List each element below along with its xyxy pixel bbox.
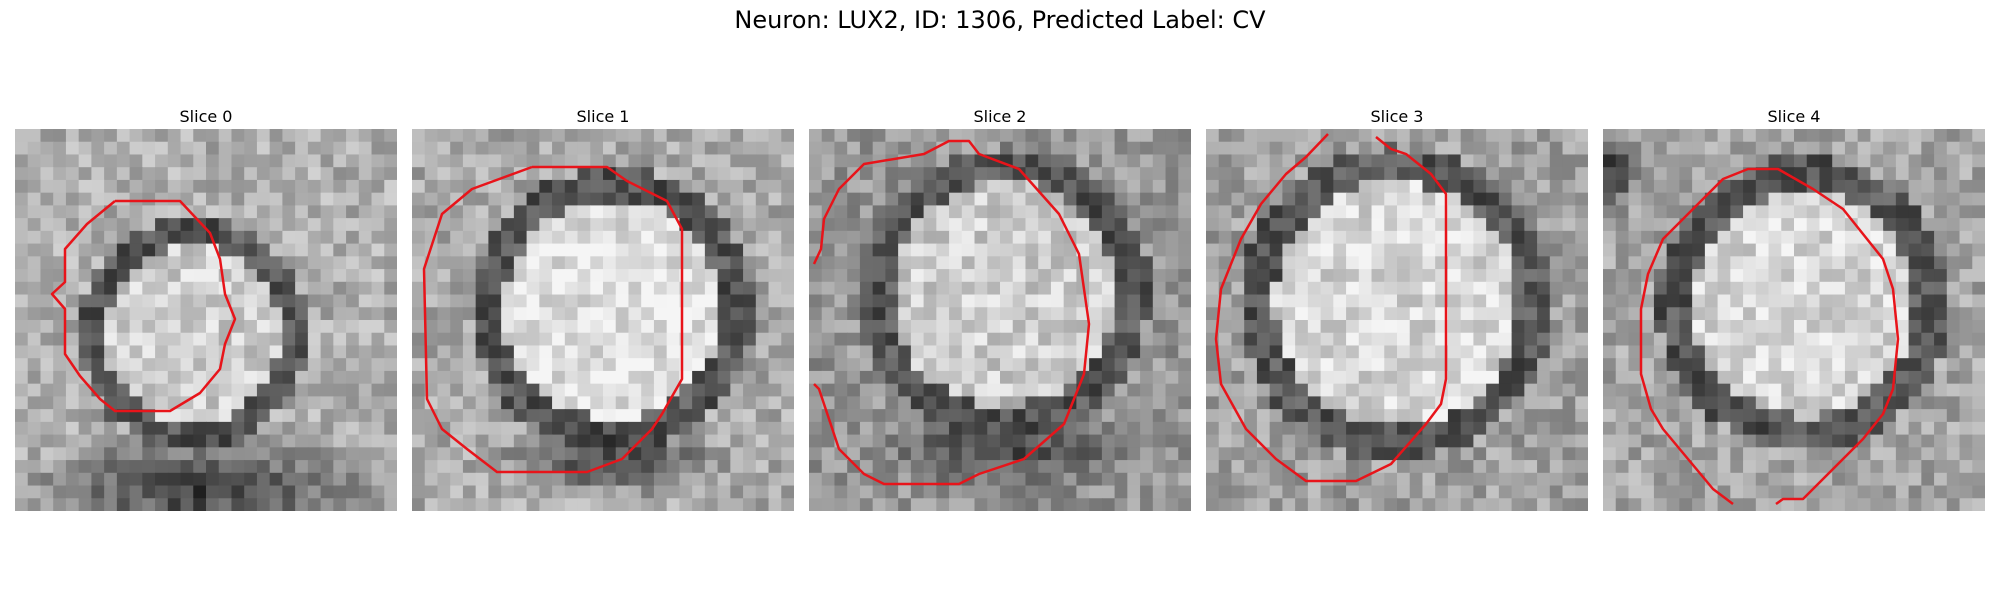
slice-image-1 [412,129,794,511]
slice-title-1: Slice 1 [576,107,630,126]
slice-panel-4: Slice 4 [1603,105,1985,511]
figure-title: Neuron: LUX2, ID: 1306, Predicted Label:… [734,6,1266,34]
slice-pixels-0 [15,129,397,511]
slice-pixels-1 [412,129,794,511]
slice-image-4 [1603,129,1985,511]
slice-image-0 [15,129,397,511]
contour-outline-2 [812,139,1091,486]
slice-title-2: Slice 2 [973,107,1027,126]
slice-image-3 [1206,129,1588,511]
contour-outline-4 [1639,167,1900,506]
slice-panel-1: Slice 1 [412,105,794,511]
slice-title-3: Slice 3 [1370,107,1424,126]
slice-panel-2: Slice 2 [809,105,1191,511]
slice-panel-0: Slice 0 [15,105,397,511]
slice-panel-3: Slice 3 [1206,105,1588,511]
slice-title-0: Slice 0 [179,107,233,126]
contour-outline-0 [50,199,237,413]
slice-pixels-3 [1206,129,1588,511]
slice-title-4: Slice 4 [1767,107,1821,126]
slice-pixels-2 [809,129,1191,511]
slice-pixels-4 [1603,129,1985,511]
contour-outline-3 [1214,133,1448,483]
slice-image-2 [809,129,1191,511]
contour-outline-1 [422,165,684,474]
